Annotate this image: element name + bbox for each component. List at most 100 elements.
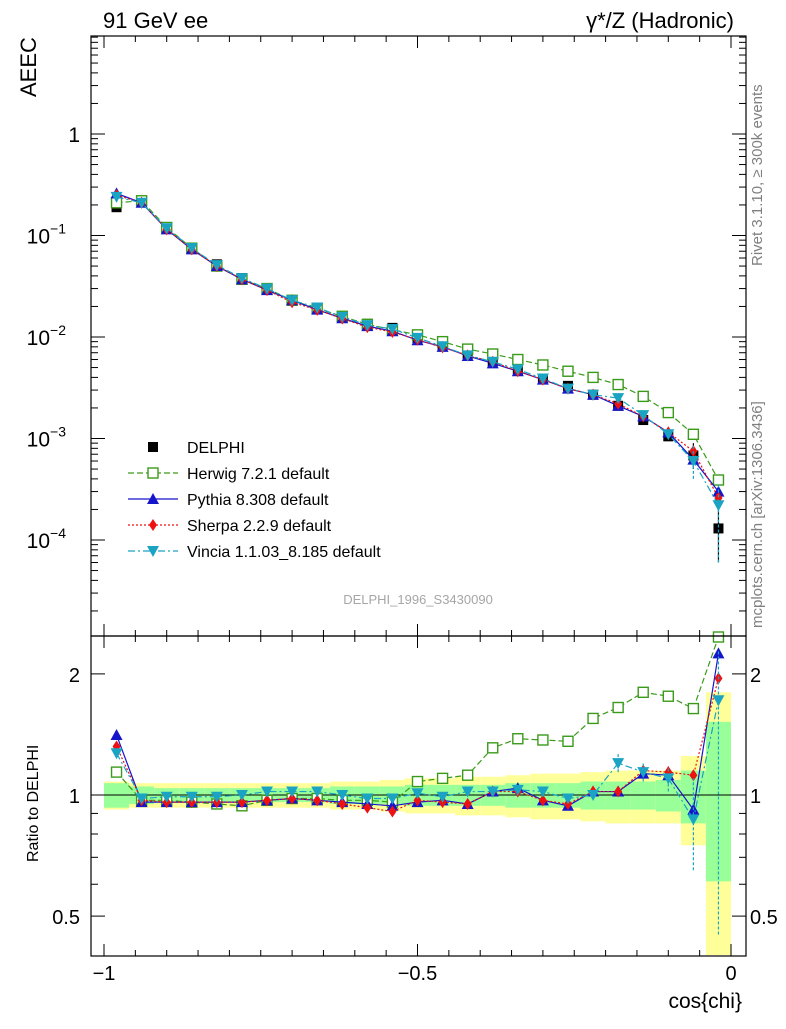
main-ytick-label: 10−1 [27, 221, 67, 249]
main-vincia-point [486, 356, 499, 368]
ratio-herwig-point [487, 742, 499, 754]
ratio-ytick-label: 1 [69, 786, 80, 808]
main-vincia-point [110, 191, 123, 203]
band-inner-segment [630, 781, 656, 810]
ratio-sherpa-point [463, 797, 472, 810]
main-herwig-point [662, 406, 674, 419]
main-vincia-point [587, 389, 600, 401]
ratio-herwig-point [687, 702, 700, 715]
ratio-sherpa-point [313, 794, 322, 807]
main-herwig-point [537, 359, 549, 371]
main-vincia-point [160, 223, 173, 235]
main-vincia-point [286, 295, 299, 307]
xtick-label: 0 [725, 963, 736, 985]
ratio-vincia-point [486, 786, 499, 798]
main-vincia-point [461, 350, 474, 362]
legend-label-sherpa: Sherpa 2.2.9 default [187, 518, 332, 535]
legend-label-pythia: Pythia 8.308 default [187, 492, 329, 509]
ratio-pythia-point [386, 799, 399, 811]
ratio-vincia-point [386, 793, 399, 805]
ratio-vincia-point [587, 790, 600, 801]
main-vincia-point [612, 393, 625, 405]
ratio-vincia-point [637, 767, 650, 779]
main-vincia-point [536, 373, 549, 385]
ratio-herwig-point [110, 766, 123, 778]
main-vincia-point [662, 429, 675, 441]
legend-marker-data [148, 442, 158, 452]
ratio-vincia-point [662, 773, 675, 785]
ratio-vincia-point [536, 786, 549, 798]
main-plot [110, 187, 725, 563]
legend-label-vincia: Vincia 1.1.03_8.185 default [187, 544, 381, 561]
ratio-vincia-point [110, 748, 123, 760]
main-herwig-point [562, 365, 574, 377]
main-herwig-point [687, 428, 700, 440]
main-vincia-point [235, 273, 248, 285]
main-vincia-point [210, 260, 223, 272]
ratio-vincia-point [411, 788, 424, 800]
xtick-label: −0.5 [398, 963, 437, 985]
ratio-herwig-point [436, 772, 449, 785]
ratio-herwig-point [612, 701, 624, 714]
xlabel: cos{chi} [668, 990, 742, 1013]
ratio-vincia-point [436, 791, 449, 803]
main-vincia-point [311, 302, 324, 314]
ratio-ytick-label-right: 0.5 [750, 907, 778, 929]
ratio-vincia-point [461, 786, 474, 798]
ratio-vincia-point [135, 793, 148, 805]
ratio-herwig-point [512, 733, 524, 745]
ratio-vincia-point [712, 695, 725, 707]
main-ylabel: AEEC [16, 37, 41, 97]
ratio-vincia-point [160, 791, 173, 803]
legend-label-herwig: Herwig 7.2.1 default [187, 466, 330, 483]
ratio-vincia-point [361, 793, 374, 805]
main-ytick-label: 1 [68, 124, 80, 147]
ratio-sherpa-point [338, 797, 347, 810]
ratio-vincia-point [261, 786, 274, 798]
ratio-herwig-point [411, 775, 424, 788]
ratio-sherpa-point [363, 801, 372, 814]
ratio-sherpa-point [538, 794, 547, 807]
ratio-sherpa-point [288, 792, 297, 805]
mcplots-text: mcplots.cern.ch [arXiv:1306.3436] [749, 401, 766, 628]
ratio-sherpa-point [237, 796, 246, 809]
main-vincia-point [511, 364, 524, 376]
ratio-sherpa-point [388, 805, 397, 818]
main-ytick-label: 10−2 [27, 322, 67, 350]
legend-marker-pythia [147, 493, 159, 504]
ratio-sherpa-point [614, 785, 623, 798]
main-vincia-point [637, 410, 650, 422]
main-vincia-point [712, 500, 725, 512]
main-vincia-point [386, 323, 399, 335]
ratio-herwig-point [637, 686, 649, 699]
legend-marker-herwig [147, 467, 159, 479]
reference-label: DELPHI_1996_S3430090 [343, 592, 493, 607]
main-vincia-point [261, 283, 274, 295]
header-left: 91 GeV ee [103, 8, 208, 33]
ratio-herwig-point [537, 734, 549, 746]
ratio-vincia-point [561, 793, 574, 805]
ratio-vincia-point [336, 790, 349, 801]
legend-marker-sherpa [149, 519, 157, 531]
main-herwig-point [512, 353, 524, 366]
legend-label-data: DELPHI [187, 440, 245, 457]
main-ytick-label: 10−3 [27, 424, 67, 452]
ratio-vincia-point [286, 786, 299, 798]
legend-marker-vincia [147, 546, 159, 557]
ratio-herwig-point [461, 769, 474, 781]
ratio-ytick-label-right: 2 [750, 665, 761, 687]
ratio-uncertainty-bands [91, 692, 746, 955]
main-vincia-point [687, 456, 700, 468]
ratio-herwig-point [662, 690, 674, 702]
legend: DELPHI Herwig 7.2.1 default Pythia 8.308 d… [128, 440, 381, 561]
ratio-ytick-label: 0.5 [52, 907, 80, 929]
main-ytick-label: 10−4 [27, 525, 67, 553]
ratio-frame [90, 635, 747, 957]
ratio-ytick-label-right: 1 [750, 786, 761, 808]
main-herwig-point [587, 371, 599, 384]
main-herwig-point [712, 474, 725, 486]
main-vincia-point [185, 243, 198, 255]
main-vincia-line [116, 196, 719, 506]
main-vincia-point [561, 383, 574, 395]
